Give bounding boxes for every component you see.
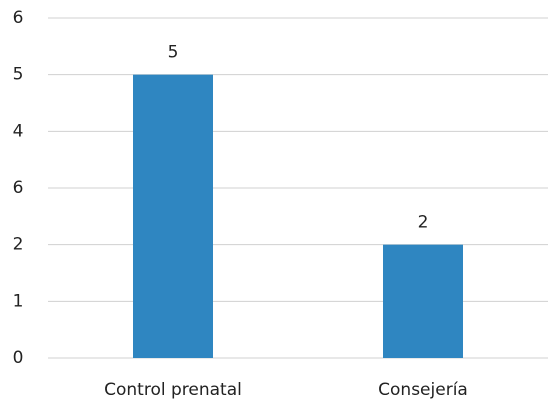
data-label: 2 xyxy=(418,213,429,233)
y-tick-label: 0 xyxy=(13,348,24,368)
y-tick-label: 6 xyxy=(13,8,24,28)
y-tick-label: 5 xyxy=(13,65,24,85)
data-label: 5 xyxy=(168,43,179,63)
y-tick-label: 2 xyxy=(13,235,24,255)
x-tick-label: Consejería xyxy=(378,380,468,400)
x-tick-label: Control prenatal xyxy=(104,380,242,400)
y-tick-label: 4 xyxy=(13,121,24,141)
y-tick-label: 6 xyxy=(13,178,24,198)
bar xyxy=(383,244,463,358)
bar xyxy=(133,74,213,359)
y-tick-label: 1 xyxy=(13,291,24,311)
